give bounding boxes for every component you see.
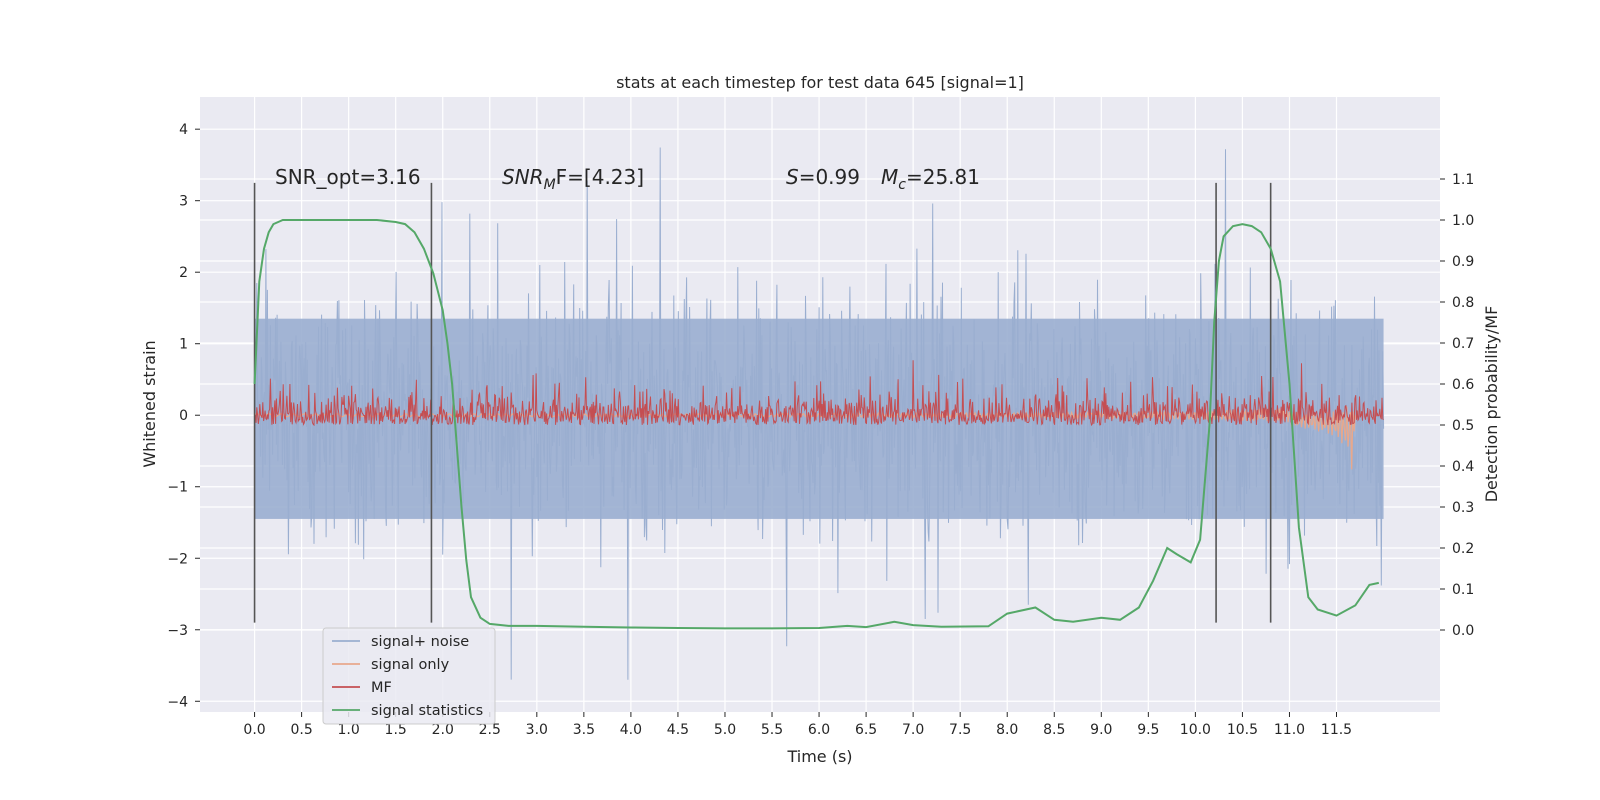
x-tick-label: 7.0 [902,722,924,738]
snr-mf-rest: F=[4.23] [556,165,644,189]
noise-trace [254,147,1385,680]
series-signal-statistics [253,219,1380,630]
x-tick-label: 6.0 [808,722,830,738]
y-tick-label: 0 [179,408,188,424]
y2-tick-label: 1.1 [1452,172,1474,188]
x-tick-label: 11.0 [1274,722,1305,738]
snr-mf-main: SNR [502,165,544,189]
y2-axis-label: Detection probability/MF [1482,306,1501,503]
x-tick-label: 0.0 [243,722,265,738]
x-tick-label: 5.5 [761,722,783,738]
ticks: 0.0 0.5 1.0 1.5 2.0 2.5 3.0 3.5 4.0 4.5 5.0 5.5 6.0 6… [167,122,1474,738]
legend-label-signal-only: signal only [371,657,450,673]
mc-sub: c [898,177,906,193]
y-tick-label: 1 [179,337,188,353]
x-tick-label: 1.5 [385,722,407,738]
x-tick-label: 9.0 [1090,722,1112,738]
y2-tick-label: 0.2 [1452,541,1474,557]
x-tick-label: 2.0 [432,722,454,738]
x-axis-label: Time (s) [786,747,852,766]
y2-tick-label: 1.0 [1452,213,1474,229]
annotation-snr-mf: SNRMF=[4.23] [502,165,644,193]
y-tick-label: −2 [167,551,188,567]
chart-title: stats at each timestep for test data 645… [616,73,1024,92]
y2-tick-label: 0.4 [1452,459,1474,475]
y2-tick-label: 0.6 [1452,377,1474,393]
legend-label-signal-statistics: signal statistics [371,703,483,719]
y-tick-label: −1 [167,480,188,496]
y-tick-label: −4 [167,694,188,710]
legend-label-signal-plus-noise: signal+ noise [371,634,469,650]
mc-rest: =25.81 [906,165,980,189]
y-axis-label: Whitened strain [140,340,159,467]
x-tick-label: 1.0 [338,722,360,738]
mc-main: M [881,165,898,189]
y-tick-label: 2 [179,265,188,281]
annotation-s: S=0.99 [786,165,860,189]
legend-label-mf: MF [371,680,392,696]
x-tick-label: 8.5 [1043,722,1065,738]
x-tick-label: 9.5 [1137,722,1159,738]
legend-box [322,627,496,725]
annotation-snr-opt: SNR_opt=3.16 [275,165,421,189]
vertical-lines [253,182,1272,623]
y2-tick-label: 0.0 [1452,623,1474,639]
signal-statistics-trace [253,219,1380,630]
y2-tick-label: 0.5 [1452,418,1474,434]
s-rest: =0.99 [799,165,860,189]
y2-tick-label: 0.9 [1452,254,1474,270]
x-tick-label: 10.0 [1180,722,1211,738]
y2-tick-label: 0.3 [1452,500,1474,516]
y2-tick-label: 0.8 [1452,295,1474,311]
y-tick-label: −3 [167,623,188,639]
x-tick-label: 8.0 [996,722,1018,738]
x-tick-label: 4.5 [667,722,689,738]
x-tick-label: 10.5 [1227,722,1258,738]
y2-tick-label: 0.1 [1452,582,1474,598]
x-tick-label: 6.5 [855,722,877,738]
x-tick-label: 5.0 [714,722,736,738]
snr-mf-sub: M [544,177,556,193]
y-tick-label: 3 [179,194,188,210]
y-tick-label: 4 [179,122,188,138]
x-tick-label: 3.0 [526,722,548,738]
x-tick-label: 7.5 [949,722,971,738]
x-tick-label: 3.5 [573,722,595,738]
legend: signal+ noise signal only MF signal stat… [322,627,496,725]
x-tick-label: 11.5 [1321,722,1352,738]
y2-tick-label: 0.7 [1452,336,1474,352]
x-tick-label: 0.5 [290,722,312,738]
x-tick-label: 4.0 [620,722,642,738]
x-tick-label: 2.5 [479,722,501,738]
s-main: S [786,165,799,189]
mf-trace [254,360,1384,427]
series-mf [254,360,1384,427]
annotation-mc: Mc=25.81 [881,165,980,193]
